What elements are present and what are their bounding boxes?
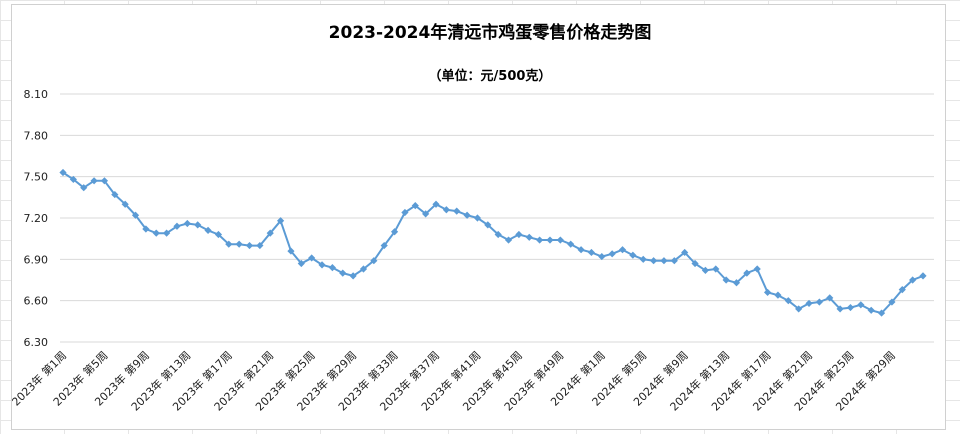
data-point [670,257,678,265]
data-point [784,297,792,305]
data-point [536,236,544,244]
data-point [339,269,347,277]
y-tick-label: 8.10 [24,88,49,101]
data-point [867,306,875,314]
data-point [846,303,855,312]
data-point [69,175,77,184]
data-point [235,240,243,248]
data-point [587,248,596,257]
data-point [763,288,772,296]
data-point [898,286,906,294]
data-point [691,259,699,268]
y-tick-label: 6.90 [24,253,49,266]
data-point [732,279,741,287]
data-point [183,219,191,228]
chart-title: 2023-2024年清远市鸡蛋零售价格走势图 [329,22,652,43]
series-price [59,168,927,317]
data-point [432,200,440,208]
data-point [100,177,109,185]
data-point [245,241,254,250]
data-point [401,208,409,217]
data-point [484,221,492,229]
data-point [546,236,554,244]
data-point [422,210,430,218]
y-tick-label: 6.60 [24,295,49,308]
data-point [712,265,720,273]
data-point [225,240,233,248]
data-point [328,264,336,272]
data-point [598,252,606,261]
data-point [359,265,368,273]
data-point [142,225,150,233]
series-line [62,171,924,315]
data-point [753,265,761,273]
data-point [411,202,419,210]
data-point [722,276,730,284]
data-point [888,298,896,306]
data-point [370,257,378,265]
data-point [577,246,585,254]
data-point [276,217,285,225]
data-point [504,236,513,244]
data-point [349,272,357,280]
y-tick-label: 7.50 [24,171,49,184]
data-point [618,246,627,254]
data-point [494,230,502,239]
chart-svg: 2023-2024年清远市鸡蛋零售价格走势图 （单位：元/500克） 6.306… [12,22,934,414]
data-point [681,248,689,257]
data-point [463,211,471,219]
data-point [80,184,88,192]
y-tick-label: 7.80 [24,129,49,142]
y-tick-label: 6.30 [24,336,49,349]
data-point [214,230,223,239]
data-point [442,206,450,214]
data-point [111,190,119,199]
data-point [836,305,844,313]
data-point [131,211,140,219]
data-point [815,298,823,306]
data-point [877,309,886,317]
data-point [173,222,181,230]
data-point [194,221,202,229]
data-point [473,214,482,222]
data-point [90,177,98,185]
data-point [204,226,212,234]
data-point [608,250,616,258]
data-point [318,261,326,269]
data-point [297,259,305,268]
data-point [567,240,575,248]
data-point [701,266,710,274]
data-point [121,200,129,208]
data-point [380,241,388,250]
data-point [774,291,782,299]
data-point [515,230,523,239]
data-point [795,305,803,313]
data-point [629,251,637,259]
data-point [266,229,274,237]
data-point [826,294,834,302]
data-point [308,254,316,262]
data-point [152,229,160,237]
data-point [639,255,647,263]
data-point [163,229,171,237]
chart-area[interactable]: 2023-2024年清远市鸡蛋零售价格走势图 （单位：元/500克） 6.30 6… [11,4,946,430]
gridlines [60,93,934,343]
data-point [287,247,295,255]
data-point [909,276,917,284]
data-point [453,207,461,215]
y-tick-label: 7.20 [24,212,49,225]
data-point [390,228,399,236]
chart-subtitle: （单位：元/500克） [429,68,552,84]
data-point [919,272,927,280]
data-point [805,299,813,308]
data-point [556,236,564,244]
y-axis-ticks: 6.30 6.60 6.90 7.20 7.50 7.80 8.10 [24,88,49,349]
data-point [743,269,751,277]
data-point [857,301,865,309]
data-point [650,257,658,265]
data-point [660,257,668,265]
data-point [525,233,533,241]
